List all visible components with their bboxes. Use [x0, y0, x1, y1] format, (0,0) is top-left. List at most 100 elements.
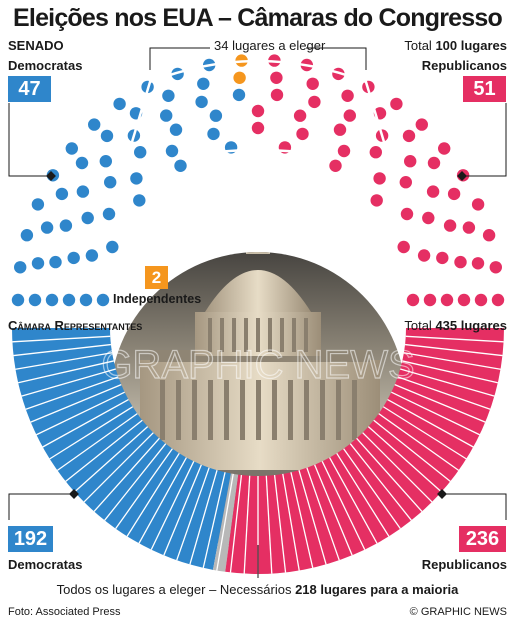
senate-seat-democrat	[232, 88, 246, 102]
house-heading: Câmara Representantes	[8, 318, 143, 333]
house-seat-separator	[273, 474, 287, 573]
majority-note: Todos os lugares a eleger – Necessários …	[0, 582, 515, 597]
senate-seat-democrat	[14, 261, 27, 274]
senate-seat-independent	[233, 71, 246, 85]
senate-seat-democrat	[162, 89, 175, 103]
senate-seat-republican	[306, 77, 319, 91]
house-seat-separator	[30, 384, 122, 423]
house-seat-separator	[176, 467, 210, 561]
senate-independents-count: 2	[145, 266, 168, 289]
house-democrats-label: Democratas	[8, 557, 83, 572]
senate-seat-democrat	[67, 251, 80, 265]
senate-chamber	[11, 54, 505, 307]
senate-seat-republican	[343, 109, 356, 122]
senate-seat-democrat	[49, 255, 62, 269]
senate-seat-republican	[474, 293, 488, 307]
house-seat-separator	[282, 473, 300, 571]
house-seat-separator	[402, 360, 498, 384]
house-seat-separator	[387, 399, 474, 448]
senate-seat-democrat	[62, 293, 76, 307]
house-seat-separator	[13, 343, 112, 357]
house-total-value: 435 lugares	[435, 318, 507, 333]
house-seat-separator	[83, 432, 154, 503]
majority-note-bold: 218 lugares para a maioria	[295, 582, 459, 597]
senate-seat-democrat	[160, 109, 173, 122]
senate-heading: SENADO	[8, 38, 64, 53]
house-seat-separator	[349, 443, 412, 521]
senate-seat-republican	[489, 261, 502, 274]
house-seat-separator	[314, 464, 353, 556]
house-seat-separator	[306, 467, 340, 561]
senate-seat-republican	[447, 187, 461, 201]
house-total-prefix: Total	[404, 318, 432, 333]
senate-seat-republican	[491, 293, 505, 307]
senate-seat-democrat	[165, 144, 179, 158]
house-seat-separator	[373, 419, 451, 482]
senate-democrats-count: 47	[8, 76, 51, 102]
senate-seat-republican	[296, 127, 309, 141]
house-seat-separator	[265, 475, 273, 574]
senate-election-frame	[121, 59, 395, 174]
senate-seat-democrat	[65, 142, 79, 155]
senate-seat-republican	[457, 293, 471, 307]
senate-seat-republican	[397, 240, 410, 254]
page-title: Eleições nos EUA – Câmaras do Congresso	[13, 4, 503, 32]
senate-seat-republican	[426, 185, 440, 198]
senate-seat-republican	[417, 249, 431, 262]
house-seat-separator	[321, 461, 366, 550]
senate-seat-republican	[402, 129, 416, 143]
house-democrat-seats	[12, 328, 231, 570]
house-seat-separator	[404, 343, 503, 357]
senate-seat-democrat	[40, 221, 54, 234]
senate-seat-republican	[454, 255, 467, 269]
photo-credit: Foto: Associated Press	[8, 606, 121, 618]
senate-seat-republican	[270, 71, 283, 85]
watermark: GRAPHIC NEWS	[101, 343, 414, 387]
senate-seat-republican	[471, 198, 485, 211]
house-republicans-label: Republicanos	[421, 557, 507, 572]
senate-seat-republican	[370, 194, 383, 207]
house-seat-separator	[329, 457, 378, 544]
senate-up-for-election: 34 lugares a eleger	[214, 38, 326, 53]
senate-seat-republican	[404, 155, 417, 168]
senate-seat-republican	[390, 97, 403, 111]
senate-seat-democrat	[104, 176, 117, 189]
house-seat-separator	[356, 437, 423, 512]
senate-seat-democrat	[113, 97, 126, 111]
senate-seat-democrat	[133, 194, 146, 207]
senate-seat-republican	[251, 121, 265, 135]
house-seat-separator	[336, 452, 390, 537]
senate-seat-democrat	[169, 123, 183, 136]
senate-total-prefix: Total	[404, 38, 432, 53]
senate-seat-republican	[436, 251, 449, 265]
senate-seat-republican	[427, 156, 441, 170]
senate-seat-republican	[369, 146, 382, 159]
senate-seat-democrat	[195, 95, 208, 109]
house-seat-separator	[243, 475, 251, 574]
house-seat-separator	[93, 437, 160, 512]
senate-independents-label: Independentes	[113, 292, 202, 306]
senate-seat-republican	[482, 229, 496, 242]
senate-seat-democrat	[106, 240, 119, 254]
house-seat-separator	[56, 413, 138, 471]
senate-seat-democrat	[28, 293, 42, 307]
senate-seat-republican	[422, 211, 435, 225]
senate-seat-democrat	[134, 146, 147, 159]
senate-seat-democrat	[85, 249, 99, 262]
house-seat-separator	[189, 470, 218, 565]
senate-democrats-label: Democratas	[8, 58, 83, 73]
senate-seat-democrat	[20, 229, 34, 242]
senate-seat-republican	[423, 293, 437, 307]
senate-seat-democrat	[209, 109, 223, 122]
senate-seat-democrat	[197, 77, 210, 91]
senate-seat-democrat	[174, 159, 187, 172]
house-seat-separator	[216, 473, 234, 571]
house-seat-separator	[115, 448, 173, 530]
senate-seat-republican	[333, 123, 347, 136]
senate-republicans-count: 51	[463, 76, 506, 102]
copyright: © GRAPHIC NEWS	[409, 606, 507, 618]
senate-seat-republican	[440, 293, 454, 307]
senate-seat-republican	[462, 221, 476, 234]
senate-seat-democrat	[96, 293, 110, 307]
